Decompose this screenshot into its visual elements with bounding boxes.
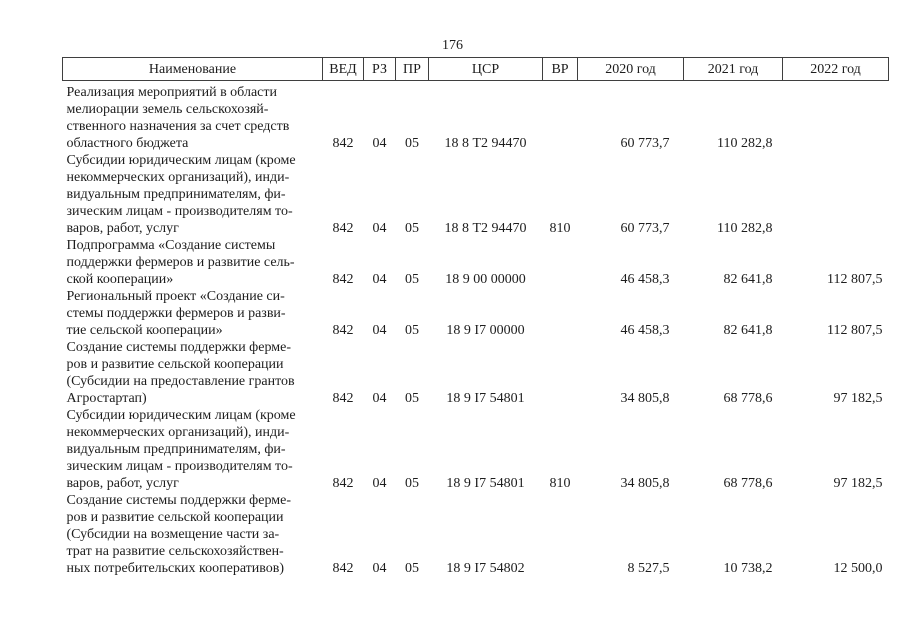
col-header-2020: 2020 год	[577, 57, 684, 81]
cell-amount-2020: 34 805,8	[620, 391, 670, 406]
cell-vr	[543, 339, 578, 407]
cell-vr	[543, 237, 578, 288]
table-body: Реализация мероприятий в области мелиора…	[63, 81, 889, 578]
cell-amount-2020: 60 773,7	[620, 136, 670, 151]
cell-vr: 810	[549, 221, 571, 236]
cell-name: Реализация мероприятий в области мелиора…	[66, 85, 290, 151]
cell-pr: 05	[405, 136, 419, 151]
table-row: Реализация мероприятий в области мелиора…	[63, 81, 889, 153]
cell-name: Региональный проект «Создание си- стемы …	[66, 289, 286, 338]
cell-pr: 05	[405, 323, 419, 338]
cell-csr: 18 9 00 00000	[445, 272, 526, 287]
col-header-2022: 2022 год	[782, 57, 889, 81]
cell-csr: 18 8 Т2 94470	[444, 136, 527, 151]
table-row: Региональный проект «Создание си- стемы …	[63, 288, 889, 339]
cell-ved: 842	[332, 272, 354, 287]
cell-amount-2021: 110 282,8	[717, 136, 773, 151]
table-row: Подпрограмма «Создание системы поддержки…	[63, 237, 889, 288]
cell-ved: 842	[332, 221, 354, 236]
cell-pr: 05	[405, 391, 419, 406]
cell-amount-2021: 68 778,6	[723, 391, 773, 406]
cell-csr: 18 8 Т2 94470	[444, 221, 527, 236]
cell-amount-2022: 112 807,5	[827, 272, 883, 287]
cell-ved: 842	[332, 323, 354, 338]
cell-name: Создание системы поддержки ферме- ров и …	[66, 493, 292, 576]
table-header: Наименование ВЕД РЗ ПР ЦСР ВР 2020 год 2…	[62, 57, 889, 81]
cell-ved: 842	[332, 391, 354, 406]
cell-pr: 05	[405, 272, 419, 287]
cell-amount-2020: 46 458,3	[620, 272, 670, 287]
cell-amount-2022: 97 182,5	[833, 391, 883, 406]
cell-amount-2021: 82 641,8	[723, 323, 773, 338]
cell-rz: 04	[372, 272, 387, 287]
cell-amount-2022	[783, 81, 889, 153]
table-row: Создание системы поддержки ферме- ров и …	[63, 492, 889, 577]
budget-table: Наименование ВЕД РЗ ПР ЦСР ВР 2020 год 2…	[62, 57, 889, 577]
cell-ved: 842	[332, 476, 354, 491]
cell-vr	[543, 492, 578, 577]
cell-csr: 18 9 I7 54801	[446, 476, 525, 491]
cell-vr	[543, 81, 578, 153]
cell-rz: 04	[372, 561, 387, 576]
cell-pr: 05	[405, 561, 419, 576]
cell-name: Субсидии юридическим лицам (кроме некомм…	[66, 153, 296, 236]
cell-vr	[543, 288, 578, 339]
cell-amount-2022: 97 182,5	[833, 476, 883, 491]
table-row: Субсидии юридическим лицам (кроме некомм…	[63, 407, 889, 492]
cell-pr: 05	[405, 221, 419, 236]
col-header-rz: РЗ	[363, 57, 396, 81]
cell-amount-2021: 10 738,2	[723, 561, 773, 576]
col-header-2021: 2021 год	[683, 57, 783, 81]
cell-rz: 04	[372, 391, 387, 406]
table-header-row: Наименование ВЕД РЗ ПР ЦСР ВР 2020 год 2…	[62, 57, 889, 81]
col-header-ved: ВЕД	[322, 57, 364, 81]
col-header-vr: ВР	[542, 57, 578, 81]
page-number: 176	[442, 38, 463, 53]
cell-amount-2020: 34 805,8	[620, 476, 670, 491]
cell-csr: 18 9 I7 54801	[446, 391, 525, 406]
cell-ved: 842	[332, 561, 354, 576]
cell-amount-2021: 82 641,8	[723, 272, 773, 287]
cell-name: Подпрограмма «Создание системы поддержки…	[66, 238, 295, 287]
cell-rz: 04	[372, 476, 387, 491]
cell-name: Создание системы поддержки ферме- ров и …	[66, 340, 295, 406]
cell-rz: 04	[372, 221, 387, 236]
cell-pr: 05	[405, 476, 419, 491]
col-header-csr: ЦСР	[428, 57, 543, 81]
cell-amount-2020: 8 527,5	[627, 561, 670, 576]
cell-name: Субсидии юридическим лицам (кроме некомм…	[66, 408, 296, 491]
cell-csr: 18 9 I7 00000	[446, 323, 525, 338]
col-header-name: Наименование	[62, 57, 323, 81]
cell-amount-2021: 110 282,8	[717, 221, 773, 236]
cell-rz: 04	[372, 136, 387, 151]
cell-csr: 18 9 I7 54802	[446, 561, 525, 576]
cell-rz: 04	[372, 323, 387, 338]
cell-amount-2020: 60 773,7	[620, 221, 670, 236]
cell-ved: 842	[332, 136, 354, 151]
cell-vr: 810	[549, 476, 571, 491]
col-header-pr: ПР	[395, 57, 429, 81]
table-row: Создание системы поддержки ферме- ров и …	[63, 339, 889, 407]
cell-amount-2021: 68 778,6	[723, 476, 773, 491]
table-row: Субсидии юридическим лицам (кроме некомм…	[63, 152, 889, 237]
cell-amount-2022: 12 500,0	[833, 561, 883, 576]
cell-amount-2022	[783, 152, 889, 237]
cell-amount-2020: 46 458,3	[620, 323, 670, 338]
cell-amount-2022: 112 807,5	[827, 323, 883, 338]
